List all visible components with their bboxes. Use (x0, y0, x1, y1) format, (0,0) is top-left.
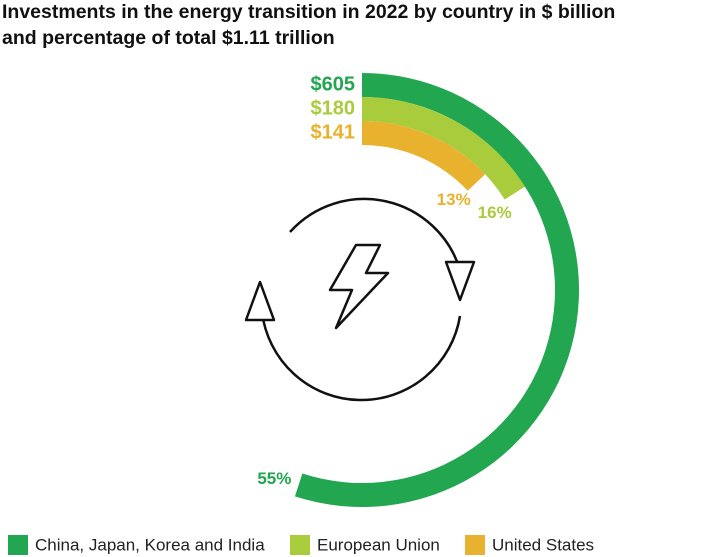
legend-swatch (465, 535, 485, 555)
legend-label: European Union (317, 535, 440, 554)
arc-bar (362, 121, 486, 191)
legend-label: United States (492, 535, 594, 554)
chart-title: Investments in the energy transition in … (2, 1, 615, 23)
arc-bar (362, 97, 525, 200)
energy-icon (244, 197, 476, 402)
legend-swatch (8, 535, 28, 555)
chart-title: and percentage of total $1.11 trillion (2, 27, 335, 49)
legend-label: China, Japan, Korea and India (35, 535, 265, 554)
percentage-label: 55% (257, 469, 291, 488)
value-label: $141 (311, 121, 356, 143)
percentage-label: 16% (478, 203, 512, 222)
value-label: $180 (311, 97, 356, 119)
value-label: $605 (311, 73, 356, 95)
legend-swatch (290, 535, 310, 555)
percentage-label: 13% (437, 190, 471, 209)
